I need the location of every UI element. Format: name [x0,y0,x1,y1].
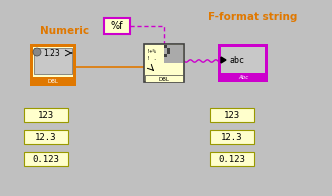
Bar [30,44,76,86]
Bar [210,152,254,166]
Bar [210,108,254,122]
Bar [167,51,170,54]
Bar [167,54,170,57]
Bar [164,51,167,54]
Text: 12.3: 12.3 [221,132,243,142]
Bar [34,48,72,74]
Text: DBL: DBL [159,76,169,82]
Bar [167,48,170,51]
Text: 0.123: 0.123 [218,154,245,163]
Text: DBL: DBL [47,79,58,83]
Text: ! .: ! . [147,55,157,61]
Text: %f: %f [111,21,123,31]
Bar [33,47,73,83]
Bar [24,108,68,122]
Text: 1.23: 1.23 [43,48,60,57]
Bar [221,73,265,80]
Bar [164,54,167,57]
Bar [145,45,164,75]
Text: F-format string: F-format string [208,12,297,22]
Bar [24,130,68,144]
Text: 123: 123 [224,111,240,120]
Bar [145,75,183,82]
Text: 123: 123 [38,111,54,120]
Bar [144,44,184,82]
Text: 12.3: 12.3 [35,132,57,142]
Text: Abc: Abc [238,74,248,80]
Bar [167,45,170,48]
Bar [210,130,254,144]
Bar [164,45,167,48]
Bar [164,48,167,51]
Bar [33,77,73,84]
Bar [104,18,130,34]
Text: Numeric: Numeric [40,26,89,36]
Text: !+%: !+% [147,48,157,54]
Text: 0.123: 0.123 [33,154,59,163]
Bar [218,44,268,82]
Bar [24,152,68,166]
Bar [221,47,265,73]
Bar [164,45,183,63]
Circle shape [33,48,41,56]
Polygon shape [221,57,226,63]
Text: abc: abc [229,55,244,64]
